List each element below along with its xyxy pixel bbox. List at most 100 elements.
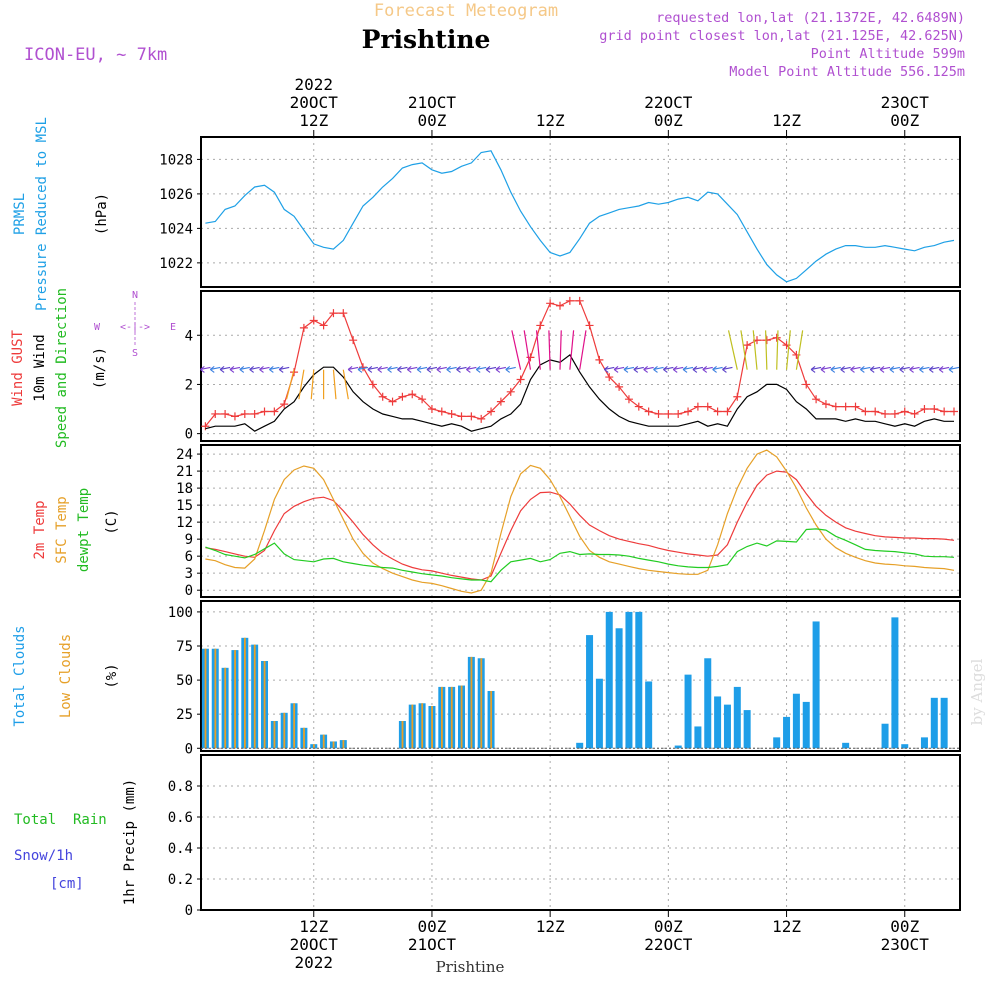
low-cloud-bar-2 bbox=[224, 667, 227, 749]
wind-fan-1-37 bbox=[569, 330, 575, 370]
gust-marker-14 bbox=[339, 309, 348, 318]
wind-fan-0-14 bbox=[342, 369, 349, 400]
total-cloud-bar-39 bbox=[586, 635, 594, 749]
gust-marker-22 bbox=[418, 395, 427, 404]
gust-marker-68 bbox=[871, 407, 880, 416]
gust-marker-63 bbox=[821, 400, 830, 409]
total-cloud-bar-59 bbox=[783, 716, 791, 749]
wind-arrow-3-75 bbox=[938, 366, 950, 373]
bottom-time-label-0-2: 2022 bbox=[294, 953, 333, 972]
gust-marker-53 bbox=[723, 407, 732, 416]
gust-marker-71 bbox=[900, 407, 909, 416]
gust-marker-25 bbox=[447, 409, 456, 418]
wind-arrow-3-74 bbox=[928, 366, 940, 373]
ytick-label-2-0: 0 bbox=[185, 583, 193, 599]
model-altitude: Model Point Altitude 556.125m bbox=[729, 64, 965, 80]
wind-arrow-1-30 bbox=[495, 366, 507, 373]
top-time-label-3-0: 22OCT bbox=[644, 93, 693, 112]
low-cloud-bar-10 bbox=[303, 727, 305, 749]
ytick-label-3-3: 75 bbox=[176, 639, 193, 655]
total-cloud-bar-55 bbox=[743, 710, 751, 749]
top-time-label-5-1: 00Z bbox=[890, 111, 919, 130]
wind-arrow-3-71 bbox=[899, 366, 910, 373]
temp-label-dew: dewpt Temp bbox=[76, 488, 92, 572]
gust-marker-67 bbox=[861, 407, 870, 416]
total-cloud-bar-58 bbox=[773, 737, 781, 749]
total-cloud-bar-65 bbox=[842, 742, 850, 749]
gust-marker-52 bbox=[713, 407, 722, 416]
top-time-label-4-0: 12Z bbox=[772, 111, 801, 130]
wind-arrow-1-19 bbox=[387, 366, 398, 373]
wind-fan-2-56 bbox=[752, 330, 758, 370]
bottom-time-label-0-0: 12Z bbox=[299, 917, 328, 936]
wind-arrow-0-6 bbox=[259, 366, 270, 373]
product-title: Forecast Meteogram bbox=[374, 1, 558, 21]
wind-arrow-0-2 bbox=[219, 366, 231, 373]
wind-fan-2-55 bbox=[740, 330, 748, 370]
grid-point-coords: grid point closest lon,lat (21.125E, 42.… bbox=[599, 28, 965, 44]
gust-marker-42 bbox=[615, 382, 624, 391]
credit: by Angel bbox=[968, 658, 986, 725]
wind-arrow-1-18 bbox=[377, 366, 388, 373]
wind-fan-2-54 bbox=[727, 330, 738, 370]
total-cloud-bar-61 bbox=[802, 701, 810, 749]
gust-marker-69 bbox=[881, 409, 890, 418]
wind-arrow-3-65 bbox=[840, 366, 851, 373]
gust-marker-34 bbox=[536, 321, 545, 330]
top-time-label-0-0: 2022 bbox=[294, 75, 333, 94]
wind-fan-0-10 bbox=[298, 369, 305, 400]
gust-marker-0 bbox=[201, 422, 210, 431]
ytick-label-3-2: 50 bbox=[176, 673, 193, 689]
wind-arrow-1-23 bbox=[426, 366, 438, 373]
temp-labels: 2m Temp SFC Temp dewpt Temp (C) bbox=[32, 488, 120, 572]
total-cloud-bar-75 bbox=[940, 697, 948, 749]
gust-marker-28 bbox=[477, 414, 486, 423]
ytick-label-4-3: 0.6 bbox=[168, 810, 193, 826]
ytick-label-0-1: 1024 bbox=[159, 221, 193, 237]
wind-arrow-3-68 bbox=[869, 366, 881, 373]
gust-marker-41 bbox=[605, 373, 614, 382]
total-cloud-bar-74 bbox=[930, 697, 938, 749]
cloud-label-low: Low Clouds bbox=[58, 634, 74, 718]
top-time-label-0-2: 12Z bbox=[299, 111, 328, 130]
compass-w: W bbox=[94, 322, 101, 333]
ytick-label-2-4: 12 bbox=[176, 515, 193, 531]
bottom-time-label-5-0: 00Z bbox=[890, 917, 919, 936]
low-cloud-bar-3 bbox=[234, 650, 236, 749]
temp-label-sfc: SFC Temp bbox=[54, 496, 70, 563]
wind-fan-0-11 bbox=[310, 369, 315, 400]
gust-marker-51 bbox=[703, 402, 712, 411]
cloud-label-total: Total Clouds bbox=[12, 625, 28, 726]
top-time-label-1-1: 00Z bbox=[417, 111, 446, 130]
panel-frame-4 bbox=[200, 754, 961, 911]
wind-arrow-1-22 bbox=[416, 366, 428, 373]
bottom-time-label-3-1: 22OCT bbox=[644, 935, 693, 954]
gust-marker-36 bbox=[556, 301, 564, 310]
wind-arrow-3-62 bbox=[810, 366, 822, 373]
wind-arrow-1-29 bbox=[485, 366, 497, 373]
series-line-2-0 bbox=[205, 470, 955, 581]
ytick-label-2-3: 9 bbox=[185, 532, 193, 548]
gust-marker-58 bbox=[772, 333, 781, 342]
low-cloud-bar-4 bbox=[244, 637, 246, 749]
wind-arrow-1-31 bbox=[505, 366, 516, 373]
temp-unit: (C) bbox=[104, 509, 120, 534]
wind-fan-2-60 bbox=[795, 330, 804, 370]
series-line-2-1 bbox=[205, 449, 955, 594]
gust-marker-35 bbox=[546, 299, 555, 308]
wind-arrow-1-21 bbox=[406, 366, 418, 373]
pressure-unit: (hPa) bbox=[94, 193, 110, 235]
wind-fan-1-33 bbox=[523, 330, 532, 370]
low-cloud-bar-11 bbox=[312, 744, 315, 749]
panel-frame-1 bbox=[200, 290, 961, 442]
low-cloud-bar-5 bbox=[253, 644, 256, 749]
total-cloud-bar-60 bbox=[792, 693, 800, 749]
plot-layer: 1022102410261028024036912151821240255075… bbox=[159, 75, 961, 972]
total-cloud-bar-62 bbox=[812, 621, 820, 749]
precip-label-snow: Snow/1h bbox=[14, 848, 73, 864]
total-cloud-bar-45 bbox=[645, 681, 653, 749]
ytick-label-4-1: 0.2 bbox=[168, 872, 193, 888]
point-altitude: Point Altitude 599m bbox=[811, 46, 965, 62]
bottom-time-label-0-1: 20OCT bbox=[290, 935, 339, 954]
